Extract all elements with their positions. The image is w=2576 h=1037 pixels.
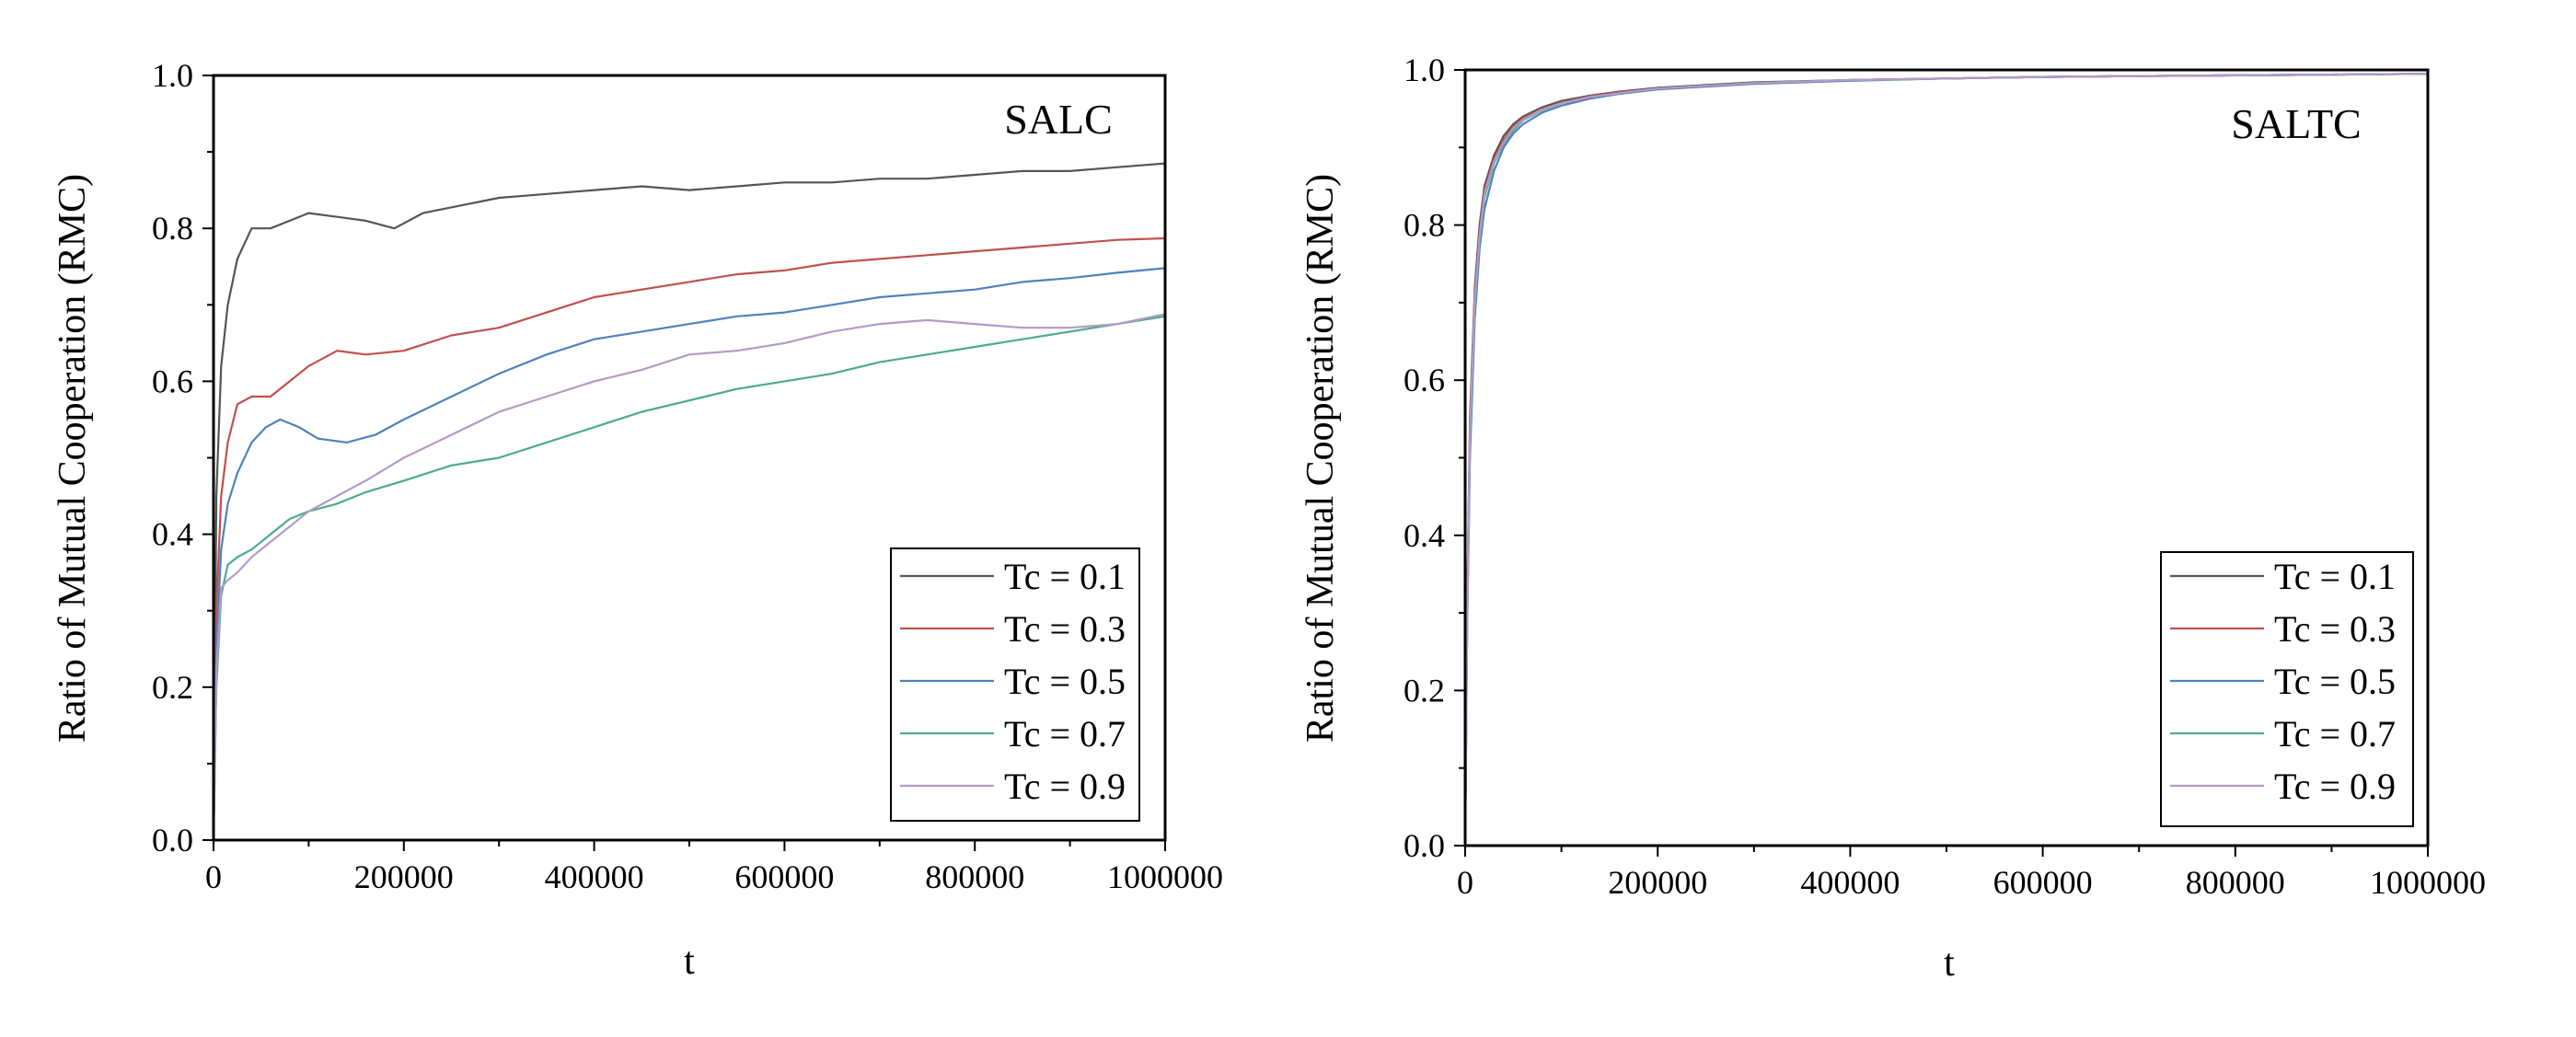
x-tick-label: 600000 <box>734 858 834 895</box>
legend-label: Tc = 0.1 <box>1004 556 1126 597</box>
x-tick-label: 1000000 <box>2370 864 2486 901</box>
x-tick-label: 800000 <box>2186 864 2285 901</box>
y-tick-label: 0.4 <box>152 516 193 553</box>
legend-label: Tc = 0.5 <box>1004 661 1126 702</box>
panel-label: SALTC <box>2231 100 2361 147</box>
panel-label: SALC <box>1004 96 1113 143</box>
legend-label: Tc = 0.3 <box>1004 608 1126 650</box>
y-tick-label: 0.6 <box>1404 362 1445 398</box>
series-line-tc-0-9 <box>1463 73 2429 847</box>
x-tick-label: 800000 <box>925 858 1024 895</box>
legend-items: Tc = 0.1 Tc = 0.3 Tc = 0.5 Tc = 0.7 Tc = 0.9 <box>2170 556 2396 807</box>
legend: Tc = 0.1 Tc = 0.3 Tc = 0.5 Tc = 0.7 Tc = 0.9 <box>2160 551 2414 827</box>
chart-panel-salc: 0 200000 400000 600000 800000 1000000 0.0 0.2 0.… <box>52 57 1223 983</box>
series-line-tc-0-1 <box>212 162 1166 841</box>
y-tick-label: 0.2 <box>152 669 193 706</box>
y-tick-label: 1.0 <box>152 57 193 94</box>
legend: Tc = 0.1 Tc = 0.3 Tc = 0.5 Tc = 0.7 Tc = 0.9 <box>890 547 1140 822</box>
x-tick-label: 0 <box>1457 864 1473 901</box>
y-tick-label: 0.4 <box>1404 517 1445 554</box>
legend-items: Tc = 0.1 Tc = 0.3 Tc = 0.5 Tc = 0.7 Tc = 0.9 <box>900 556 1126 807</box>
y-axis-title: Ratio of Mutual Cooperation (RMC) <box>52 174 94 743</box>
legend-label: Tc = 0.1 <box>2274 556 2396 597</box>
x-tick-label: 0 <box>205 858 222 895</box>
legend-box <box>2160 551 2414 827</box>
legend-label: Tc = 0.3 <box>2274 608 2396 650</box>
tick-layer: 0 200000 400000 600000 800000 1000000 0.0 0.2 0.… <box>152 57 1223 895</box>
y-tick-label: 0.2 <box>1404 672 1445 709</box>
y-tick-label: 0.8 <box>152 210 193 247</box>
legend-box <box>890 547 1140 822</box>
y-axis-title: Ratio of Mutual Cooperation (RMC) <box>1300 174 1342 743</box>
series-line-tc-0-7 <box>212 315 1166 841</box>
chart-panel-saltc: 0 200000 400000 600000 800000 1000000 0.0 0.2 0.… <box>1300 52 2486 985</box>
x-axis-title: t <box>684 940 695 983</box>
y-tick-label: 0.6 <box>152 363 193 399</box>
legend-label: Tc = 0.5 <box>2274 661 2396 702</box>
legend-label: Tc = 0.9 <box>2274 766 2396 807</box>
tick-layer: 0 200000 400000 600000 800000 1000000 0.0 0.2 0.… <box>1404 52 2486 901</box>
x-axis-title: t <box>1944 942 1955 985</box>
y-tick-label: 1.0 <box>1404 52 1445 88</box>
y-tick-label: 0.8 <box>1404 207 1445 244</box>
x-tick-label: 200000 <box>354 858 454 895</box>
series-line-tc-0-5 <box>212 267 1166 841</box>
x-tick-label: 1000000 <box>1107 858 1223 895</box>
series-line-tc-0-3 <box>212 236 1166 841</box>
x-tick-label: 200000 <box>1608 864 1707 901</box>
series-layer <box>212 162 1166 841</box>
legend-label: Tc = 0.9 <box>1004 766 1126 807</box>
x-tick-label: 400000 <box>545 858 644 895</box>
series-layer <box>1463 73 2429 847</box>
x-tick-label: 600000 <box>1993 864 2093 901</box>
y-tick-label: 0.0 <box>1404 827 1445 864</box>
y-tick-label: 0.0 <box>152 822 193 858</box>
series-line-tc-0-9 <box>212 313 1166 841</box>
legend-label: Tc = 0.7 <box>2274 713 2396 755</box>
x-tick-label: 400000 <box>1800 864 1900 901</box>
legend-label: Tc = 0.7 <box>1004 713 1126 755</box>
